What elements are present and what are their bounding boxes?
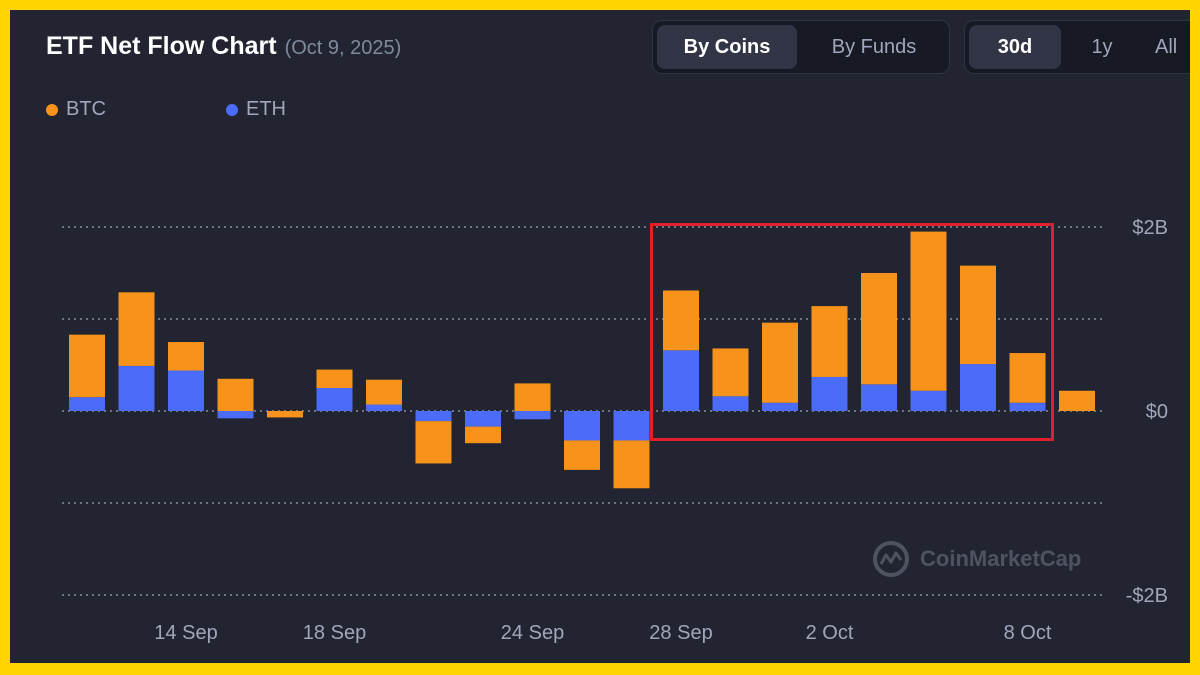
eth-bar xyxy=(514,411,551,420)
btc-bar xyxy=(316,369,353,388)
btc-bar xyxy=(465,426,501,444)
chart-title: ETF Net Flow Chart xyxy=(46,32,277,60)
range-toggle: 30d 1y All xyxy=(964,20,1190,74)
eth-bar xyxy=(712,396,749,411)
btc-bar xyxy=(1059,390,1095,411)
btc-bar xyxy=(168,342,204,371)
btc-bar xyxy=(762,322,798,403)
btc-bar xyxy=(861,273,897,385)
legend-item-eth[interactable]: ETH xyxy=(226,98,286,121)
x-tick-label: 8 Oct xyxy=(1004,622,1052,644)
btc-bar xyxy=(366,379,402,405)
legend-label-eth: ETH xyxy=(246,98,286,120)
btc-bar xyxy=(267,411,303,418)
btc-bar xyxy=(712,348,749,397)
eth-bar xyxy=(217,411,254,419)
x-tick-label: 2 Oct xyxy=(806,622,854,644)
x-tick-label: 14 Sep xyxy=(154,622,217,644)
by-coins-button[interactable]: By Coins xyxy=(657,25,797,69)
watermark-text: CoinMarketCap xyxy=(920,546,1082,571)
eth-bar xyxy=(861,384,897,411)
eth-bar xyxy=(118,365,155,411)
btc-bar xyxy=(663,290,699,351)
eth-bar xyxy=(663,350,699,411)
eth-bar xyxy=(811,376,848,411)
etf-net-flow-chart: $2B $0 -$2B 14 Sep 18 Sep 24 Sep 28 Sep 2 Oct 8 … xyxy=(62,217,1168,644)
highlight-box xyxy=(650,223,1054,441)
eth-bar xyxy=(960,364,996,411)
chart-date: (Oct 9, 2025) xyxy=(284,37,402,59)
eth-bar xyxy=(69,397,105,411)
legend-label-btc: BTC xyxy=(66,98,106,120)
x-tick-label: 24 Sep xyxy=(501,622,564,644)
eth-bar xyxy=(1009,402,1046,411)
btc-bar xyxy=(613,440,650,489)
btc-bar xyxy=(960,265,996,365)
view-toggle: By Coins By Funds xyxy=(652,20,950,74)
btc-bar xyxy=(415,421,452,464)
x-tick-label: 28 Sep xyxy=(649,622,712,644)
btc-bar xyxy=(564,440,600,470)
range-1y-button[interactable]: 1y xyxy=(1091,36,1113,58)
y-tick-label: $0 xyxy=(1146,401,1168,423)
eth-legend-dot xyxy=(226,103,238,116)
coinmarketcap-watermark: CoinMarketCap xyxy=(872,540,1081,578)
eth-bar xyxy=(465,411,501,427)
eth-bar xyxy=(564,411,600,441)
y-tick-label: -$2B xyxy=(1126,585,1168,607)
btc-bar xyxy=(910,231,947,391)
btc-bar xyxy=(118,292,155,366)
eth-bar xyxy=(168,370,204,411)
coinmarketcap-logo-icon xyxy=(873,541,909,577)
range-all-button[interactable]: All xyxy=(1155,36,1178,58)
by-funds-button[interactable]: By Funds xyxy=(831,36,917,58)
eth-bar xyxy=(613,411,650,441)
chart-panel: ETF Net Flow Chart (Oct 9, 2025) By Coin… xyxy=(10,10,1190,663)
btc-bar xyxy=(811,306,848,377)
btc-bar xyxy=(69,334,105,398)
x-tick-label: 18 Sep xyxy=(303,622,366,644)
btc-bar xyxy=(514,383,551,411)
eth-bar xyxy=(316,388,353,411)
eth-bar xyxy=(415,411,452,422)
legend-item-btc[interactable]: BTC xyxy=(46,98,106,121)
chart-header: ETF Net Flow Chart (Oct 9, 2025) xyxy=(46,32,401,61)
y-tick-label: $2B xyxy=(1132,217,1168,239)
eth-bar xyxy=(762,402,798,411)
btc-bar xyxy=(1009,353,1046,403)
eth-bar xyxy=(366,404,402,411)
btc-legend-dot xyxy=(46,103,58,116)
eth-bar xyxy=(910,390,947,411)
range-30d-button[interactable]: 30d xyxy=(969,25,1061,69)
btc-bar xyxy=(217,378,254,411)
